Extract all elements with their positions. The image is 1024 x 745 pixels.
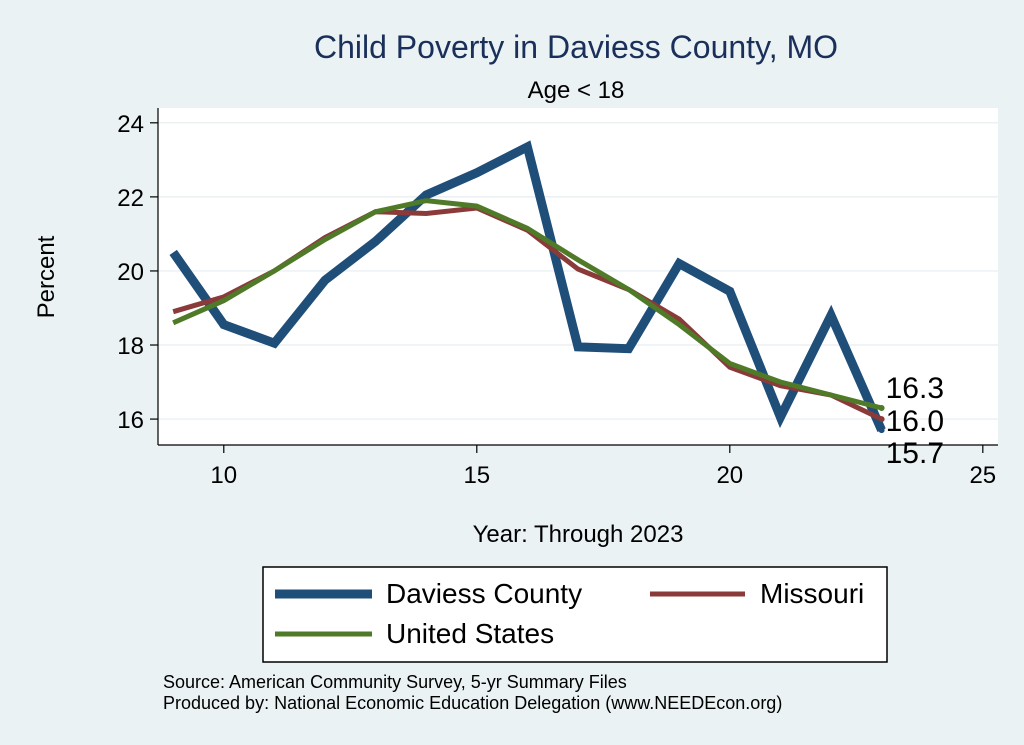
ticks: 16 18 20 22 24 10 15 20 25 xyxy=(117,111,996,489)
axes xyxy=(157,108,998,446)
series-line-united-states xyxy=(172,198,883,411)
chart-title: Child Poverty in Daviess County, MO xyxy=(314,29,838,65)
x-tick-label: 25 xyxy=(969,462,996,489)
end-label-united-states: 16.3 xyxy=(886,372,944,405)
x-tick-label: 10 xyxy=(210,462,237,489)
y-tick-label: 16 xyxy=(117,407,144,434)
x-tick-label: 20 xyxy=(716,462,743,489)
legend-entry-label: Daviess County xyxy=(386,578,582,609)
y-axis-title: Percent xyxy=(33,235,60,318)
x-tick-label: 15 xyxy=(463,462,490,489)
legend-entry-label: United States xyxy=(386,618,554,649)
legend: Daviess County Missouri United States xyxy=(275,578,864,649)
end-label-missouri: 16.0 xyxy=(886,405,944,438)
series-end-point xyxy=(878,427,885,434)
series-end-point xyxy=(878,404,885,411)
legend-entry-label: Missouri xyxy=(760,578,864,609)
end-label-daviess-county: 15.7 xyxy=(886,437,944,470)
x-axis-title: Year: Through 2023 xyxy=(473,521,684,548)
y-tick-label: 24 xyxy=(117,111,144,138)
series-end-point xyxy=(878,416,885,423)
legend-box xyxy=(262,566,888,663)
plot-area xyxy=(158,108,998,445)
source-note: Source: American Community Survey, 5-yr … xyxy=(163,672,627,692)
y-tick-label: 20 xyxy=(117,259,144,286)
chart-subtitle: Age < 18 xyxy=(528,77,625,104)
y-tick-label: 18 xyxy=(117,333,144,360)
y-tick-label: 22 xyxy=(117,185,144,212)
end-labels: 15.716.016.3 xyxy=(878,372,944,470)
producer-note: Produced by: National Economic Education… xyxy=(163,693,782,713)
series-lines xyxy=(169,140,886,433)
